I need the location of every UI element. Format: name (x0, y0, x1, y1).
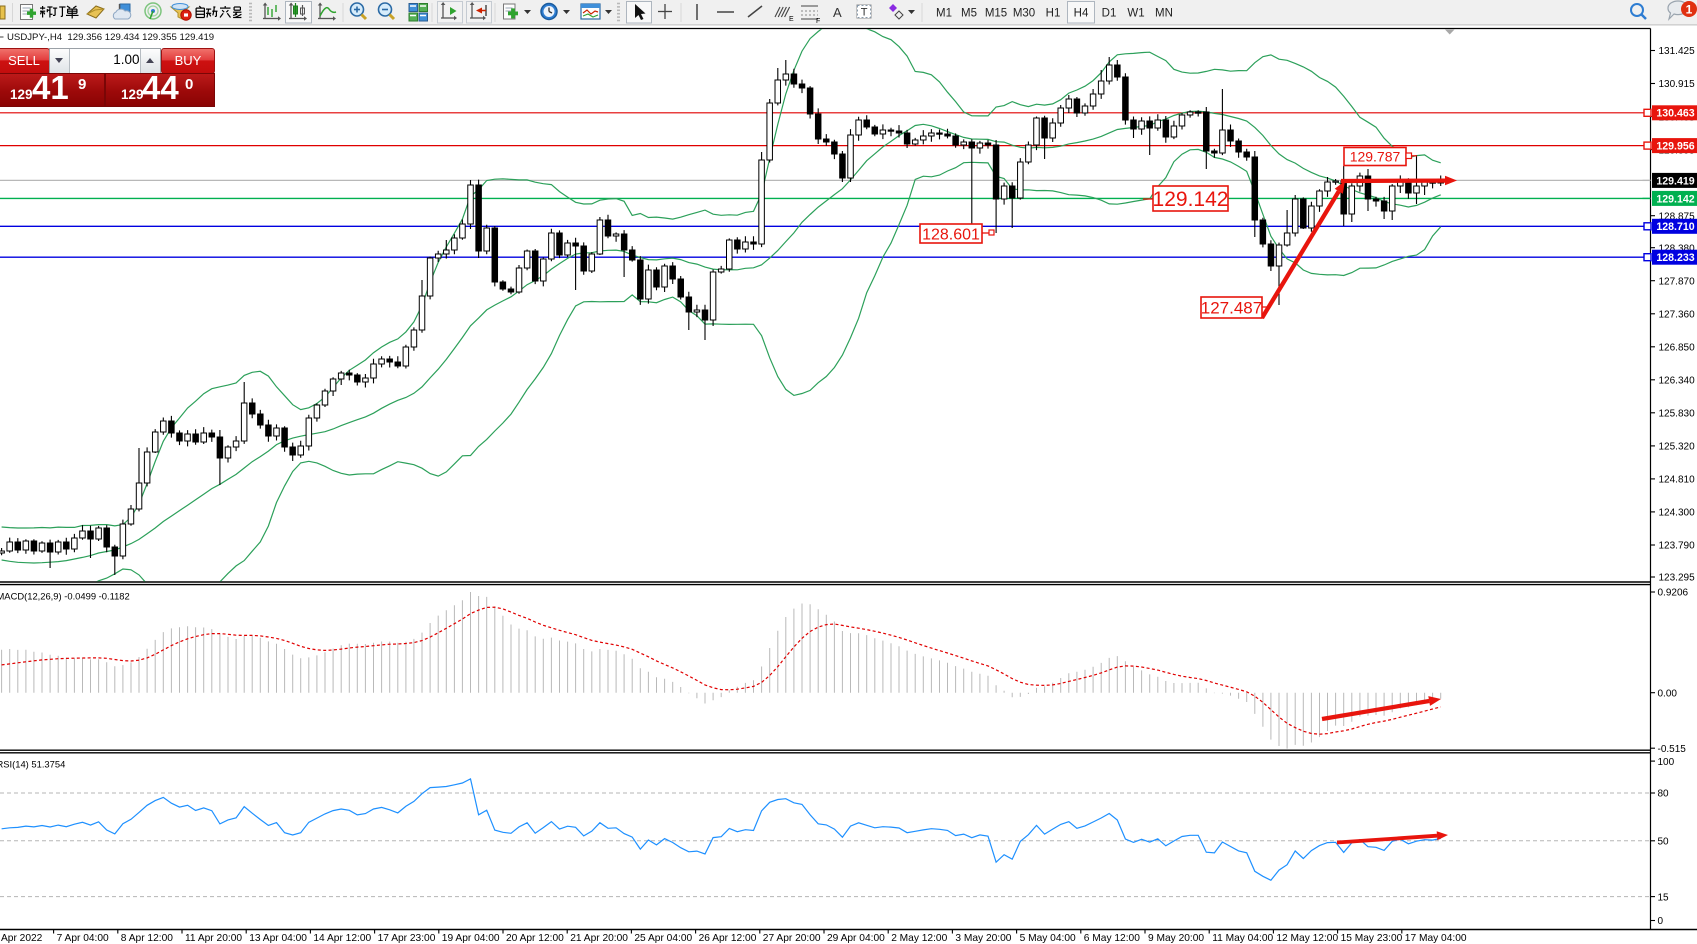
svg-text:1: 1 (1686, 2, 1693, 16)
svg-text:USDJPY-,H4 129.356 129.434 12: USDJPY-,H4 129.356 129.434 129.355 129.4… (7, 32, 214, 43)
svg-text:131.425: 131.425 (1659, 46, 1696, 57)
svg-text:F: F (816, 18, 820, 25)
svg-text:E: E (789, 16, 794, 23)
svg-text:M1: M1 (936, 8, 952, 20)
svg-text:128.233: 128.233 (1656, 252, 1694, 264)
svg-text:130.915: 130.915 (1659, 79, 1696, 90)
svg-text:9 May 20:00: 9 May 20:00 (1148, 933, 1204, 944)
svg-text:100: 100 (1658, 757, 1675, 768)
svg-text:11 Apr 20:00: 11 Apr 20:00 (185, 933, 242, 944)
svg-text:H4: H4 (1074, 8, 1089, 20)
svg-text:6 May 12:00: 6 May 12:00 (1084, 933, 1140, 944)
svg-text:123.790: 123.790 (1659, 541, 1696, 552)
svg-text:80: 80 (1658, 789, 1670, 800)
svg-text:MN: MN (1155, 8, 1173, 20)
svg-text:128.710: 128.710 (1656, 221, 1694, 233)
svg-text:129.419: 129.419 (1656, 175, 1694, 187)
svg-text:A: A (833, 5, 842, 20)
svg-text:Apr 2022: Apr 2022 (1, 933, 43, 944)
svg-text:17 May 04:00: 17 May 04:00 (1405, 933, 1467, 944)
svg-text:M15: M15 (985, 8, 1007, 20)
svg-text:25 Apr 04:00: 25 Apr 04:00 (634, 933, 692, 944)
svg-text:125.320: 125.320 (1659, 442, 1696, 453)
svg-text:14 Apr 12:00: 14 Apr 12:00 (313, 933, 371, 944)
svg-text:128.875: 128.875 (1659, 211, 1696, 222)
svg-text:125.830: 125.830 (1659, 409, 1696, 420)
svg-text:124.300: 124.300 (1659, 508, 1696, 519)
svg-text:M30: M30 (1013, 8, 1035, 20)
svg-text:124.810: 124.810 (1659, 475, 1696, 486)
svg-text:27 Apr 20:00: 27 Apr 20:00 (763, 933, 821, 944)
svg-text:26 Apr 12:00: 26 Apr 12:00 (699, 933, 757, 944)
svg-text:126.850: 126.850 (1659, 343, 1696, 354)
svg-text:123.295: 123.295 (1659, 573, 1696, 584)
svg-text:129.142: 129.142 (1153, 188, 1229, 211)
svg-text:50: 50 (1658, 837, 1670, 848)
svg-text:0.9206: 0.9206 (1658, 588, 1689, 599)
svg-text:127.487: 127.487 (1201, 299, 1262, 318)
svg-text:129.787: 129.787 (1350, 149, 1401, 165)
svg-text:129.956: 129.956 (1656, 141, 1694, 153)
svg-text:2 May 12:00: 2 May 12:00 (891, 933, 947, 944)
svg-text:130.463: 130.463 (1656, 108, 1694, 120)
svg-text:15: 15 (1658, 892, 1670, 903)
svg-text:20 Apr 12:00: 20 Apr 12:00 (506, 933, 564, 944)
svg-text:129.142: 129.142 (1656, 193, 1694, 205)
svg-text:126.340: 126.340 (1659, 376, 1696, 387)
svg-text:8 Apr 12:00: 8 Apr 12:00 (121, 933, 173, 944)
svg-text:H1: H1 (1046, 8, 1061, 20)
svg-text:RSI(14) 51.3754: RSI(14) 51.3754 (0, 759, 65, 770)
svg-text:7 Apr 04:00: 7 Apr 04:00 (57, 933, 109, 944)
svg-text:15 May 23:00: 15 May 23:00 (1341, 933, 1403, 944)
svg-text:MACD(12,26,9) -0.0499 -0.1182: MACD(12,26,9) -0.0499 -0.1182 (0, 591, 130, 602)
svg-text:0: 0 (1658, 916, 1664, 927)
svg-text:W1: W1 (1127, 8, 1144, 20)
svg-text:29 Apr 04:00: 29 Apr 04:00 (827, 933, 885, 944)
svg-text:M5: M5 (961, 8, 977, 20)
svg-text:3 May 20:00: 3 May 20:00 (955, 933, 1011, 944)
svg-text:11 May 04:00: 11 May 04:00 (1212, 933, 1273, 944)
svg-text:-0.515: -0.515 (1658, 744, 1687, 755)
svg-text:128.601: 128.601 (922, 226, 980, 243)
svg-text:127.360: 127.360 (1659, 310, 1696, 321)
svg-text:13 Apr 04:00: 13 Apr 04:00 (249, 933, 307, 944)
svg-text:128.380: 128.380 (1659, 243, 1696, 254)
svg-text:0.00: 0.00 (1658, 688, 1678, 699)
svg-text:21 Apr 20:00: 21 Apr 20:00 (570, 933, 628, 944)
svg-text:127.870: 127.870 (1659, 276, 1696, 287)
svg-text:D1: D1 (1102, 8, 1117, 20)
svg-text:12 May 12:00: 12 May 12:00 (1276, 933, 1338, 944)
svg-text:T: T (861, 7, 868, 19)
svg-text:19 Apr 04:00: 19 Apr 04:00 (442, 933, 500, 944)
svg-text:17 Apr 23:00: 17 Apr 23:00 (378, 933, 436, 944)
svg-text:5 May 04:00: 5 May 04:00 (1020, 933, 1076, 944)
